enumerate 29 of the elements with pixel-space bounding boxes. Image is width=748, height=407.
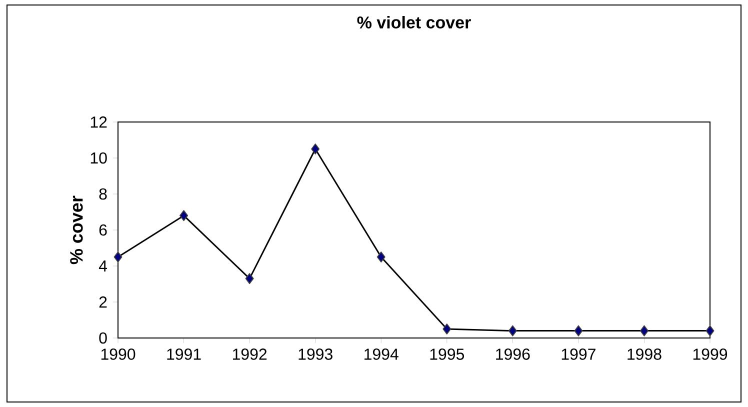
- point: [706, 325, 714, 336]
- chart-title: % violet cover: [357, 16, 471, 28]
- y-tick-label: 0: [99, 332, 107, 344]
- y-tick-label: 12: [90, 116, 107, 128]
- x-tick-label: 1997: [562, 348, 596, 360]
- point: [245, 273, 254, 284]
- y-axis-title: % cover: [70, 196, 83, 264]
- x-tick-label: 1990: [101, 348, 136, 360]
- x-tick-label: 1991: [167, 348, 201, 360]
- x-tick-label: 1993: [298, 348, 332, 360]
- y-tick-label: 8: [99, 188, 107, 200]
- point: [376, 252, 386, 262]
- x-tick-label: 1994: [364, 348, 398, 360]
- x-tick-label: 1999: [693, 348, 728, 360]
- x-tick-label: 1998: [628, 348, 662, 360]
- x-tick-label: 1995: [430, 348, 464, 360]
- point: [508, 325, 517, 336]
- point: [640, 325, 648, 336]
- y-tick-label: 10: [90, 152, 107, 164]
- point: [114, 252, 122, 262]
- point: [574, 325, 583, 336]
- point: [311, 143, 320, 154]
- y-tick-label: 6: [99, 224, 107, 236]
- x-tick-label: 1992: [232, 348, 267, 360]
- point: [442, 324, 452, 334]
- x-tick-label: 1996: [496, 348, 530, 360]
- y-tick-label: 2: [99, 296, 107, 308]
- point: [180, 210, 188, 222]
- y-tick-label: 4: [98, 260, 108, 272]
